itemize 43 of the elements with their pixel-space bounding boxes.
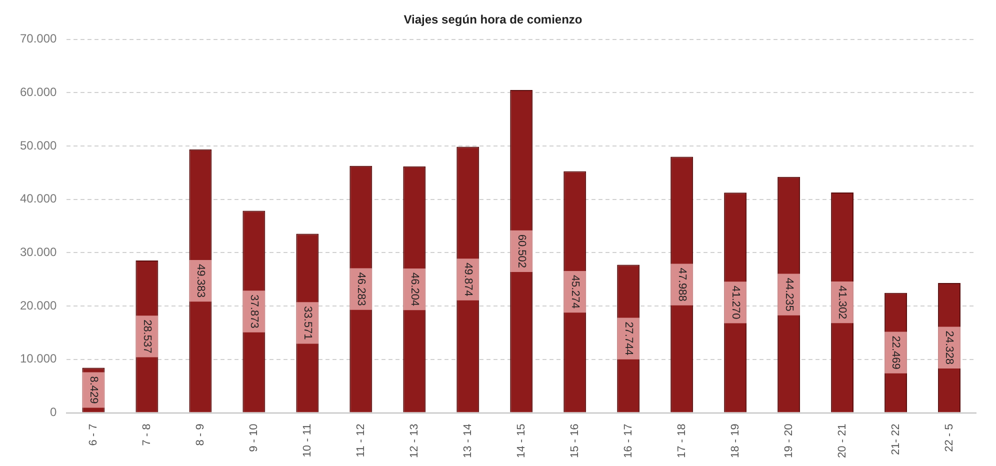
x-tick-label: 12 - 13 (408, 424, 420, 458)
y-tick-label: 30.000 (20, 245, 58, 260)
data-label: 33.571 (301, 306, 314, 340)
y-tick-label: 20.000 (20, 298, 58, 312)
x-tick-label: 18 - 19 (729, 424, 742, 458)
y-tick-label: 40.000 (20, 192, 58, 206)
x-tick-label: 21- 22 (890, 424, 902, 455)
x-tick-label: 9 - 10 (248, 424, 260, 452)
y-tick-label: 10.000 (20, 352, 58, 366)
data-label: 8.429 (87, 376, 100, 404)
y-tick-label: 60.000 (20, 85, 58, 100)
data-label: 49.874 (462, 262, 474, 296)
data-label: 28.537 (140, 320, 153, 354)
x-tick-label: 14 - 15 (515, 424, 528, 458)
data-label: 37.873 (248, 294, 260, 328)
data-label: 22.469 (890, 336, 902, 370)
x-tick-label: 19 - 20 (782, 424, 795, 458)
x-tick-label: 16 - 17 (622, 424, 634, 458)
x-tick-label: 22 - 5 (943, 424, 956, 452)
data-label: 44.235 (782, 278, 795, 312)
x-tick-label: 17 - 18 (676, 424, 688, 458)
x-tick-label: 20 - 21 (836, 424, 848, 458)
data-label: 45.274 (568, 274, 581, 309)
chart-title: Viajes según hora de comienzo (404, 12, 582, 27)
data-label: 46.204 (408, 272, 420, 306)
data-label: 24.328 (943, 330, 956, 364)
y-tick-label: 70.000 (20, 32, 58, 46)
x-tick-label: 8 - 9 (194, 424, 206, 446)
data-label: 27.744 (622, 322, 634, 356)
x-tick-label: 15 - 16 (568, 424, 581, 458)
data-label: 47.988 (676, 268, 688, 302)
x-tick-label: 7 - 8 (140, 424, 153, 446)
data-label: 41.270 (729, 286, 742, 320)
data-label: 46.283 (354, 272, 367, 306)
y-tick-label: 50.000 (20, 138, 58, 152)
data-label: 49.383 (194, 264, 206, 298)
data-label: 60.502 (515, 234, 528, 268)
y-tick-label: 0 (50, 405, 58, 420)
x-tick-label: 13 - 14 (462, 424, 474, 458)
data-label: 41.302 (836, 286, 848, 320)
x-tick-label: 6 - 7 (87, 424, 100, 446)
x-tick-label: 10 - 11 (301, 424, 314, 458)
x-tick-label: 11 - 12 (354, 424, 367, 458)
